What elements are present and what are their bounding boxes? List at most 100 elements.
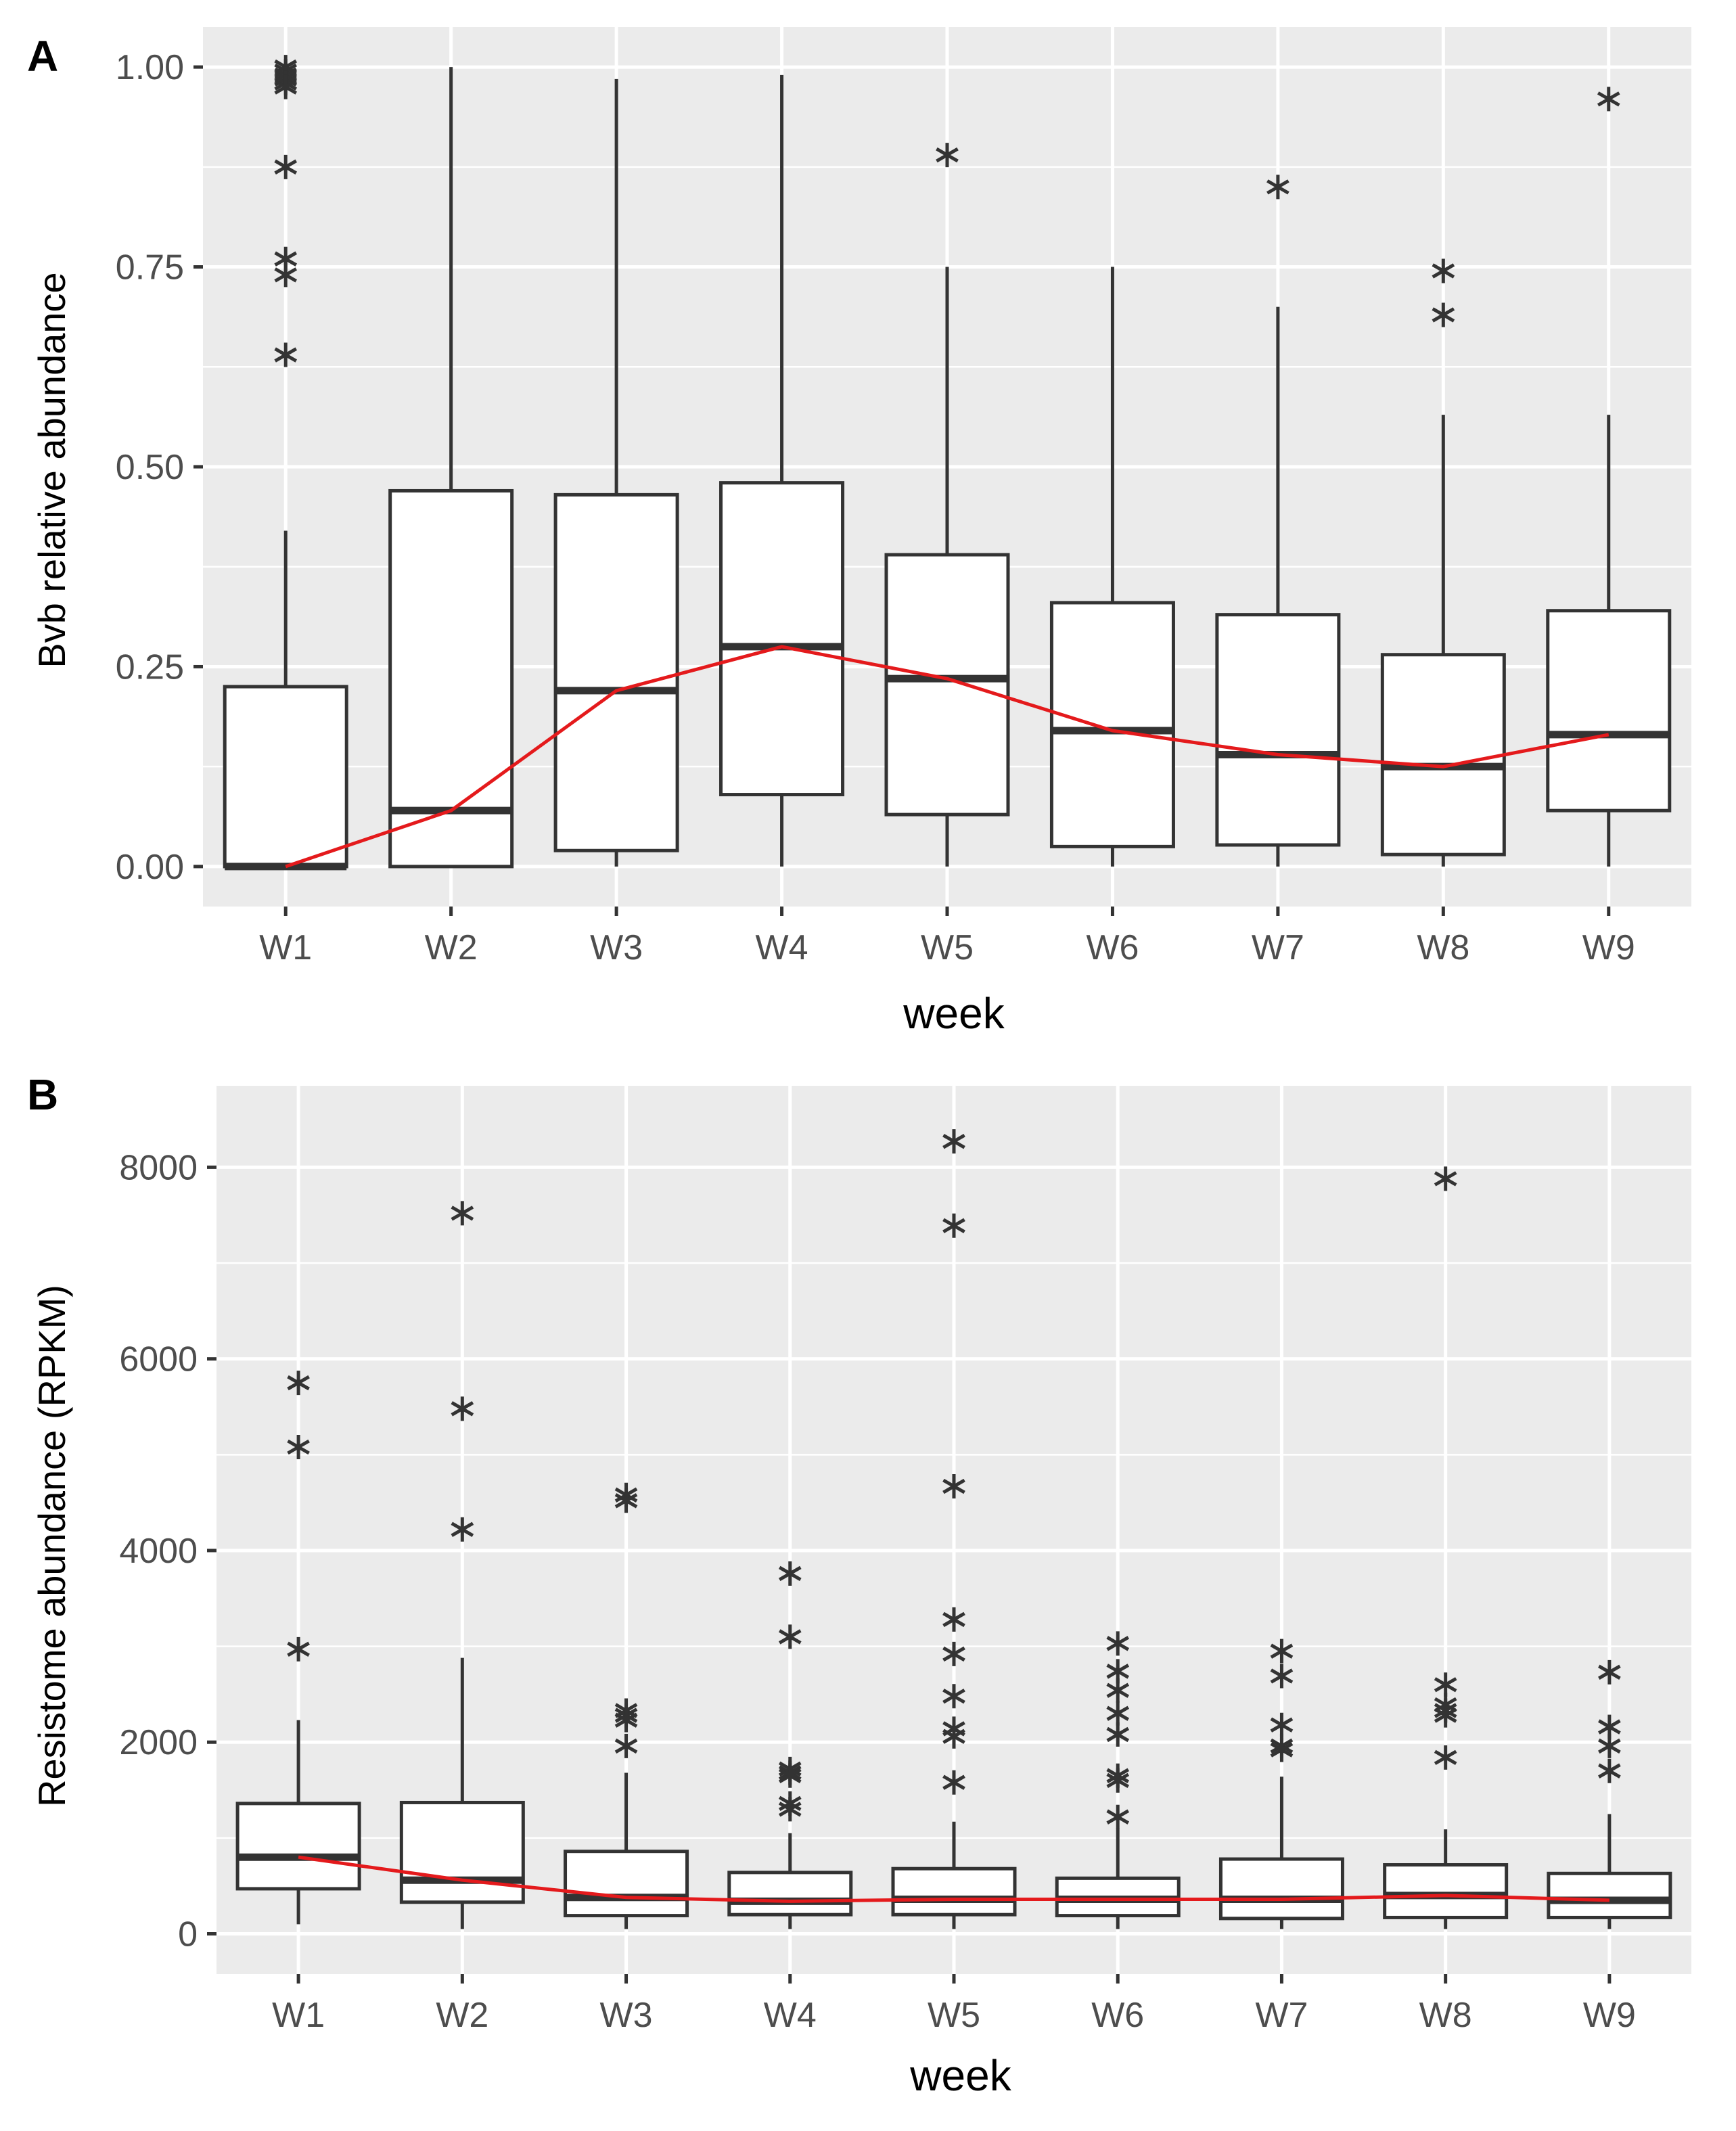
panel-b-letter: B (27, 1070, 58, 1119)
panel-a-x-tick-label: W9 (1582, 928, 1635, 967)
panel-b-outlier-point (1434, 1745, 1457, 1770)
panel-b-x-tick-label: W2 (436, 1996, 488, 2035)
panel-b-outlier-point (1434, 1166, 1457, 1191)
panel-b-box (1218, 1857, 1344, 1921)
panel-b-outlier-point (287, 1434, 310, 1459)
panel-b-outlier-point (1598, 1733, 1621, 1758)
panel-a-outlier-point (274, 262, 298, 288)
panel-b-outlier-point (614, 1708, 638, 1733)
panel-b-outlier-point (1270, 1737, 1294, 1762)
panel-b-outlier-point (451, 1201, 474, 1226)
panel-b-box (399, 1800, 525, 1904)
panel-b-outlier-point (942, 1213, 965, 1238)
panel-a-box (884, 553, 1010, 817)
panel-a-x-tick-label: W7 (1252, 928, 1304, 967)
panel-a-outlier-point (1266, 175, 1289, 200)
panel-b-outlier-point (614, 1733, 638, 1758)
panel-b-y-tick-label: 8000 (119, 1148, 198, 1187)
panel-b-box (727, 1871, 853, 1917)
panel-b-outlier-point (778, 1561, 802, 1586)
panel-b-x-tick-label: W4 (764, 1996, 817, 2035)
panel-a-box (1546, 609, 1672, 812)
panel-b-box (564, 1850, 689, 1918)
panel-a-y-axis-title: Bvb relative abundance (30, 272, 73, 668)
panel-b-outlier-point (451, 1396, 474, 1421)
panel-b-outlier-point (614, 1488, 638, 1513)
panel-a-x-tick-label: W2 (425, 928, 478, 967)
panel-b-outlier-point (1106, 1722, 1130, 1747)
panel-b-outlier-point (1270, 1664, 1294, 1689)
panel-b-outlier-point (287, 1636, 310, 1662)
panel-a-outlier-point (1597, 87, 1620, 112)
panel-b: B Resistome abundance (RPKM) week 0 2000 4… (27, 1070, 1691, 2100)
panel-a-outlier-point (1432, 258, 1455, 283)
panel-a-box (1049, 601, 1175, 848)
panel-b-outlier-point (942, 1641, 965, 1666)
panel-a-y-tick-label: 0.25 (116, 647, 184, 687)
panel-a-box (1380, 653, 1506, 856)
panel-b-x-tick-label: W8 (1419, 1996, 1472, 2035)
panel-a-box (719, 481, 845, 797)
panel-b-trend-line (298, 1855, 1609, 1903)
panel-b-outlier-point (1598, 1659, 1621, 1685)
panel-b-box (891, 1866, 1017, 1917)
panel-a-x-axis-title: week (903, 989, 1005, 1038)
panel-a-x-tick-label: W8 (1417, 928, 1469, 967)
panel-b-box (235, 1802, 361, 1891)
panel-b-outlier-point (1434, 1703, 1457, 1728)
panel-b-y-tick-label: 6000 (119, 1340, 198, 1379)
panel-a: A Bvb relative abundance week 0.00 0.25 0.… (27, 27, 1691, 1038)
panel-b-outlier-point (287, 1371, 310, 1396)
panel-b-outlier-point (942, 1129, 965, 1154)
panel-b-outlier-point (1270, 1712, 1294, 1737)
panel-b-outlier-point (1106, 1631, 1130, 1656)
panel-a-y-tick-label: 0.50 (116, 448, 184, 487)
panel-a-outlier-point (1432, 302, 1455, 327)
panel-b-y-tick-label: 4000 (119, 1532, 198, 1571)
panel-b-x-tick-label: W5 (928, 1996, 980, 2035)
panel-a-box (1215, 613, 1341, 847)
panel-b-x-tick-label: W1 (272, 1996, 325, 2035)
panel-b-plot-area: 0 2000 4000 6000 8000 W1 W2 W3 W4 W5 W6 W7 W8 W9 (119, 1086, 1691, 2035)
panel-b-outlier-point (1270, 1639, 1294, 1664)
panel-b-box (1547, 1871, 1672, 1919)
panel-a-outlier-point (274, 342, 298, 367)
panel-a-box (553, 492, 679, 852)
panel-b-outlier-point (778, 1797, 802, 1822)
panel-b-x-tick-label: W6 (1091, 1996, 1144, 2035)
panel-b-outlier-point (1106, 1768, 1130, 1793)
panel-b-x-tick-label: W3 (600, 1996, 653, 2035)
panel-a-box (388, 488, 514, 869)
panel-a-x-tick-label: W5 (921, 928, 974, 967)
panel-b-outlier-point (1598, 1758, 1621, 1783)
panel-b-x-tick-label: W9 (1583, 1996, 1636, 2035)
panel-a-plot-area: 0.00 0.25 0.50 0.75 1.00 W1 W2 W3 W4 W5 W6 W7 W8 W9 (116, 27, 1691, 967)
panel-a-box (223, 685, 348, 869)
panel-b-y-tick-label: 2000 (119, 1723, 198, 1762)
panel-a-y-tick-label: 0.00 (116, 848, 184, 887)
panel-b-outlier-point (451, 1517, 474, 1542)
panel-a-x-tick-label: W1 (259, 928, 312, 967)
panel-b-outlier-point (1106, 1804, 1130, 1829)
panel-b-outlier-point (942, 1684, 965, 1709)
panel-b-y-axis-title: Resistome abundance (RPKM) (30, 1285, 73, 1807)
panel-b-outlier-point (942, 1770, 965, 1795)
panel-b-box (1383, 1863, 1509, 1919)
panel-a-x-tick-label: W4 (756, 928, 808, 967)
panel-b-outlier-point (942, 1474, 965, 1499)
panel-b-outlier-point (942, 1724, 965, 1749)
panel-a-x-tick-label: W6 (1086, 928, 1139, 967)
panel-b-outlier-point (1106, 1678, 1130, 1703)
panel-a-trend-line (285, 645, 1609, 869)
panel-b-outlier-point (778, 1763, 802, 1788)
panel-b-y-tick-label: 0 (178, 1915, 198, 1954)
panel-a-outlier-point (274, 74, 298, 99)
panel-a-letter: A (27, 32, 58, 81)
panel-b-outlier-point (942, 1607, 965, 1632)
panel-a-x-tick-label: W3 (590, 928, 643, 967)
panel-a-outlier-point (936, 143, 959, 168)
panel-b-outlier-point (778, 1624, 802, 1649)
panel-b-outlier-point (1106, 1701, 1130, 1726)
panel-a-outlier-point (274, 154, 298, 179)
